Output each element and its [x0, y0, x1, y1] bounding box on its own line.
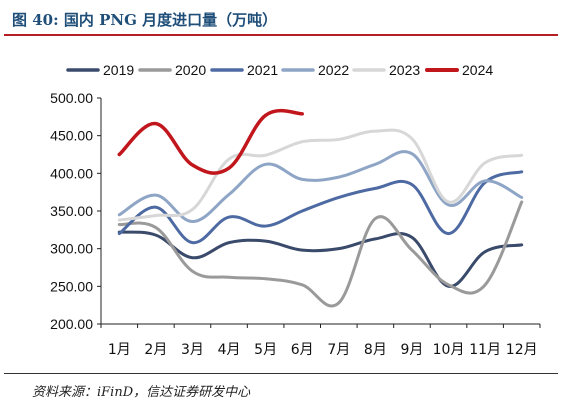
x-tick-label: 7月 [327, 342, 350, 358]
x-axis: 1月 2月 3月 4月 5月 6月 7月 8月 9月 10月 11月 12月 [100, 323, 541, 358]
series-line-2020 [117, 200, 524, 308]
x-tick-label: 5月 [254, 342, 277, 358]
legend-label-2024: 2024 [462, 62, 493, 78]
x-tick-label: 3月 [181, 342, 204, 358]
legend-label-2021: 2021 [247, 62, 278, 78]
series-lines [117, 108, 524, 308]
series-line-2024 [117, 108, 304, 175]
series-line-2023 [117, 128, 524, 222]
x-tick-label: 10月 [433, 342, 465, 358]
x-tick-label: 6月 [291, 342, 314, 358]
x-tick-label: 9月 [400, 342, 423, 358]
y-tick-label: 450.00 [50, 128, 93, 144]
x-tick-label: 2月 [144, 342, 167, 358]
figure-title: 图 40: 国内 PNG 月度进口量（万吨） [12, 11, 278, 29]
legend-label-2020: 2020 [175, 62, 206, 78]
x-tick-label: 4月 [218, 342, 241, 358]
x-tick-label: 1月 [108, 342, 131, 358]
y-tick-label: 400.00 [50, 165, 93, 181]
legend-label-2023: 2023 [389, 62, 420, 78]
y-tick-label: 300.00 [50, 241, 93, 257]
chart-legend: 2019 2020 2021 2022 2023 2024 [66, 62, 493, 78]
series-line-2021 [117, 170, 524, 245]
y-axis: 200.00 250.00 300.00 350.00 400.00 450.00 500.… [50, 90, 102, 332]
y-tick-label: 350.00 [50, 203, 93, 219]
x-tick-label: 12月 [506, 342, 538, 358]
y-tick-label: 500.00 [50, 90, 93, 106]
source-note: 资料来源：iFinD，信达证券研发中心 [32, 385, 251, 400]
x-tick-label: 11月 [469, 342, 501, 358]
series-line-2022 [117, 150, 524, 224]
y-tick-label: 200.00 [50, 316, 93, 332]
figure-title-bar: 图 40: 国内 PNG 月度进口量（万吨） [4, 4, 558, 36]
legend-label-2019: 2019 [103, 62, 134, 78]
y-tick-label: 250.00 [50, 278, 93, 294]
x-tick-label: 8月 [364, 342, 387, 358]
footer-divider [4, 373, 558, 374]
legend-label-2022: 2022 [318, 62, 349, 78]
